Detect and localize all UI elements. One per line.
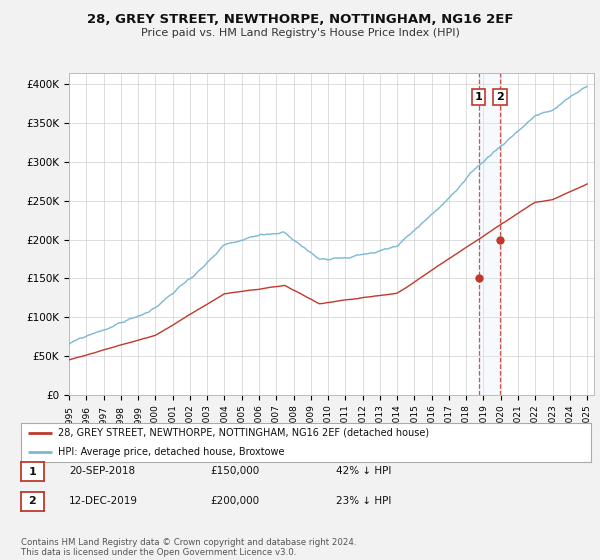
Text: 28, GREY STREET, NEWTHORPE, NOTTINGHAM, NG16 2EF (detached house): 28, GREY STREET, NEWTHORPE, NOTTINGHAM, …	[58, 428, 429, 437]
Text: 20-SEP-2018: 20-SEP-2018	[69, 466, 135, 476]
Bar	[479, 73, 500, 395]
Text: £200,000: £200,000	[210, 496, 259, 506]
Text: 28, GREY STREET, NEWTHORPE, NOTTINGHAM, NG16 2EF: 28, GREY STREET, NEWTHORPE, NOTTINGHAM, …	[87, 13, 513, 26]
Text: 12-DEC-2019: 12-DEC-2019	[69, 496, 138, 506]
Text: HPI: Average price, detached house, Broxtowe: HPI: Average price, detached house, Brox…	[58, 447, 284, 457]
Text: 2: 2	[29, 496, 36, 506]
Text: 1: 1	[29, 466, 36, 477]
Text: 23% ↓ HPI: 23% ↓ HPI	[336, 496, 391, 506]
Text: £150,000: £150,000	[210, 466, 259, 476]
Text: 1: 1	[475, 92, 482, 102]
Text: Contains HM Land Registry data © Crown copyright and database right 2024.
This d: Contains HM Land Registry data © Crown c…	[21, 538, 356, 557]
Text: Price paid vs. HM Land Registry's House Price Index (HPI): Price paid vs. HM Land Registry's House …	[140, 28, 460, 38]
Text: 42% ↓ HPI: 42% ↓ HPI	[336, 466, 391, 476]
Text: 2: 2	[496, 92, 504, 102]
